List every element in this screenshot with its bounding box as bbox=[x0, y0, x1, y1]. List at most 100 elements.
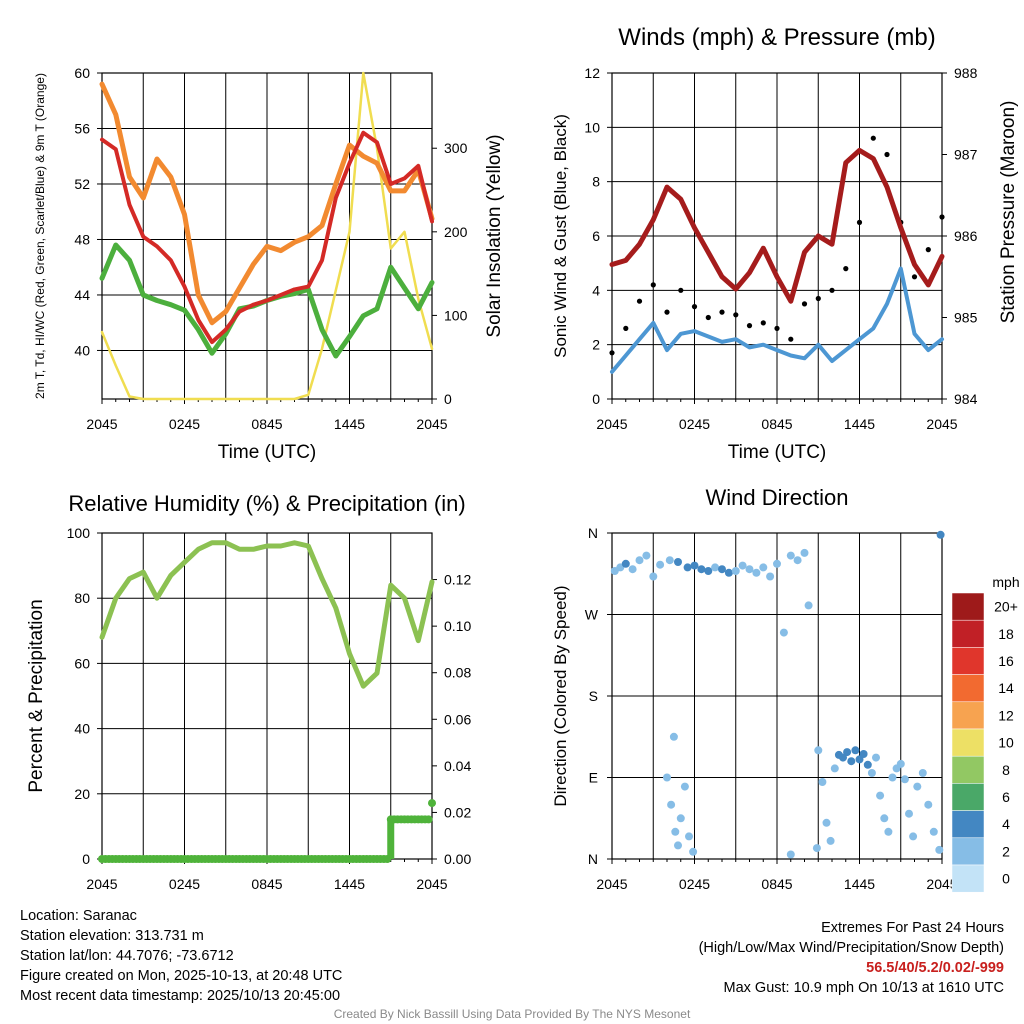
legend-label: 8 bbox=[1002, 762, 1010, 778]
direction-point bbox=[663, 773, 671, 782]
direction-point bbox=[830, 764, 839, 773]
y2-tick-label: 0.04 bbox=[444, 758, 471, 774]
direction-point bbox=[745, 565, 754, 574]
direction-point bbox=[876, 791, 885, 800]
legend-label: 6 bbox=[1002, 789, 1010, 805]
y-tick-label: 56 bbox=[74, 120, 90, 136]
direction-point bbox=[621, 559, 630, 568]
legend-label: 0 bbox=[1002, 871, 1010, 887]
series-point-gust bbox=[636, 298, 643, 304]
direction-point bbox=[872, 753, 880, 762]
direction-point bbox=[936, 530, 945, 539]
series-point-precip bbox=[428, 799, 436, 808]
y2-tick-label: 985 bbox=[954, 310, 978, 326]
direction-point bbox=[913, 782, 922, 791]
series-point-gust bbox=[733, 312, 739, 318]
direction-point bbox=[909, 832, 918, 841]
series-point-gust bbox=[705, 314, 711, 321]
x-tick-label: 0245 bbox=[679, 416, 710, 432]
direction-point bbox=[800, 548, 809, 557]
direction-point bbox=[924, 800, 933, 809]
direction-point bbox=[918, 769, 927, 777]
x-tick-label: 0245 bbox=[169, 876, 200, 892]
y-tick-label: 60 bbox=[74, 655, 90, 671]
series-point-gust bbox=[939, 214, 945, 220]
direction-point bbox=[839, 753, 847, 762]
y-tick-label: 20 bbox=[74, 786, 90, 802]
x-tick-label: 1445 bbox=[844, 416, 875, 432]
legend-label: 12 bbox=[998, 707, 1014, 723]
legend-label: 20+ bbox=[994, 599, 1018, 615]
series-point-gust bbox=[623, 325, 629, 331]
direction-point bbox=[642, 551, 651, 560]
y-tick-label: 80 bbox=[74, 590, 90, 606]
y2-tick-label: 0.00 bbox=[444, 851, 471, 867]
series-point-gust bbox=[829, 287, 835, 293]
y-axis-label: Sonic Wind & Gust (Blue, Black) bbox=[551, 114, 570, 358]
series-line-wind bbox=[610, 266, 944, 374]
y2-tick-label: 988 bbox=[954, 65, 978, 81]
series-point-gust bbox=[788, 336, 794, 342]
series-point-gust bbox=[719, 309, 725, 315]
y-tick-label: 6 bbox=[592, 228, 600, 244]
direction-point bbox=[680, 782, 689, 791]
x-tick-label: 2045 bbox=[596, 416, 627, 432]
legend-swatch bbox=[951, 810, 985, 839]
series-line-rh bbox=[99, 540, 435, 689]
y2-tick-label: 0.12 bbox=[444, 572, 471, 588]
x-tick-label: 2045 bbox=[416, 416, 447, 432]
series-line-red bbox=[100, 130, 434, 345]
direction-point bbox=[766, 572, 775, 581]
direction-point bbox=[628, 565, 637, 574]
chart-title: Winds (mph) & Pressure (mb) bbox=[618, 24, 935, 51]
y-axis-label: Percent & Precipitation bbox=[26, 599, 47, 792]
direction-point bbox=[674, 841, 682, 850]
direction-point bbox=[779, 628, 788, 637]
y-tick-label: 48 bbox=[74, 231, 90, 247]
series-point-gust bbox=[801, 301, 808, 307]
series-point-gust bbox=[678, 287, 684, 293]
legend-label: 16 bbox=[998, 653, 1014, 669]
legend-label: 4 bbox=[1002, 816, 1010, 832]
x-axis-label: Time (UTC) bbox=[218, 442, 317, 463]
legend-label: 10 bbox=[998, 735, 1014, 751]
direction-point bbox=[665, 556, 674, 565]
y2-tick-label: 100 bbox=[444, 307, 468, 323]
legend-swatch bbox=[951, 864, 985, 893]
legend-title: mph bbox=[992, 574, 1019, 590]
x-tick-label: 1445 bbox=[334, 416, 365, 432]
direction-point bbox=[814, 746, 823, 755]
x-tick-label: 0845 bbox=[251, 876, 282, 892]
legend-swatch bbox=[951, 837, 985, 866]
direction-point bbox=[689, 847, 698, 856]
direction-point bbox=[880, 814, 889, 823]
y-tick-label: 40 bbox=[74, 342, 90, 358]
x-axis-label: Time (UTC) bbox=[728, 442, 827, 463]
x-tick-label: 0245 bbox=[169, 416, 200, 432]
station-info: Location: Saranac Station elevation: 313… bbox=[20, 906, 342, 1006]
y2-tick-label: 0 bbox=[444, 391, 452, 407]
direction-point bbox=[884, 827, 893, 836]
legend-swatch bbox=[951, 674, 985, 703]
y-tick-label: 0 bbox=[592, 391, 600, 407]
direction-point bbox=[685, 832, 693, 841]
x-tick-label: 1445 bbox=[844, 876, 875, 892]
direction-point bbox=[851, 746, 860, 755]
series-point-gust bbox=[664, 309, 670, 315]
series-point-gust bbox=[856, 219, 863, 225]
x-tick-label: 2045 bbox=[596, 876, 627, 892]
direction-point bbox=[738, 561, 747, 570]
y2-axis-label: Solar Insolation (Yellow) bbox=[484, 134, 505, 337]
y2-tick-label: 987 bbox=[954, 147, 978, 163]
series-line-orange bbox=[99, 81, 435, 326]
direction-point bbox=[812, 844, 821, 853]
legend-swatch bbox=[951, 592, 985, 621]
legend-label: 18 bbox=[998, 626, 1014, 642]
y-tick-label: 2 bbox=[592, 337, 600, 353]
direction-point bbox=[704, 567, 713, 575]
direction-point bbox=[905, 809, 913, 818]
y-tick-label: 12 bbox=[584, 65, 600, 81]
most-recent-timestamp: Most recent data timestamp: 2025/10/13 2… bbox=[20, 988, 341, 1004]
x-tick-label: 0245 bbox=[679, 876, 710, 892]
